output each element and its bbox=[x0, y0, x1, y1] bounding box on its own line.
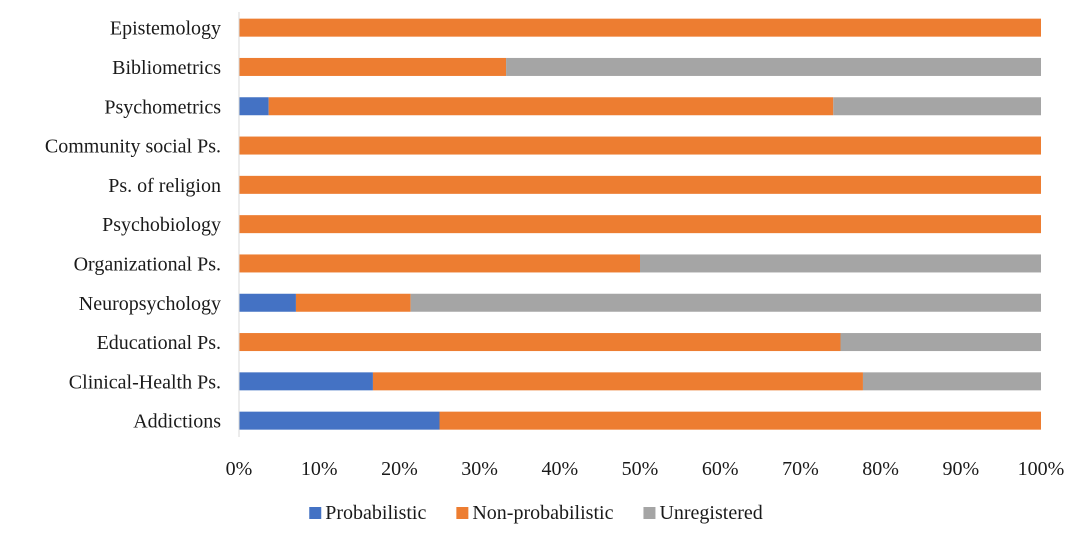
x-tick-label: 60% bbox=[702, 458, 739, 480]
bar-segment-unregistered-9 bbox=[862, 372, 1041, 391]
category-label: Addictions bbox=[133, 411, 221, 433]
bar-segment-non-probabilistic-7 bbox=[295, 293, 411, 312]
legend-swatch-non-probabilistic bbox=[456, 507, 469, 519]
category-label: Bibliometrics bbox=[112, 57, 221, 79]
x-tick-label: 100% bbox=[1018, 458, 1065, 480]
category-label: Clinical-Health Ps. bbox=[69, 371, 221, 393]
legend-label: Probabilistic bbox=[325, 502, 426, 524]
x-tick-label: 50% bbox=[622, 458, 659, 480]
bar-segment-non-probabilistic-5 bbox=[239, 215, 1041, 234]
bar-segment-non-probabilistic-1 bbox=[239, 57, 507, 76]
legend: Probabilistic Non-probabilistic Unregister… bbox=[309, 502, 763, 524]
bar-segment-probabilistic-9 bbox=[239, 372, 373, 391]
x-tick-label: 90% bbox=[942, 458, 979, 480]
legend-label: Non-probabilistic bbox=[472, 502, 613, 524]
x-tick-label: 30% bbox=[461, 458, 498, 480]
category-label: Ps. of religion bbox=[108, 175, 221, 197]
bar-segment-probabilistic-7 bbox=[239, 293, 296, 312]
x-tick-labels: 0% 10% 20% 30% 40% 50% 60% 70% 80% 90% 100% bbox=[226, 458, 1065, 480]
category-label: Psychobiology bbox=[102, 214, 221, 236]
legend-label: Unregistered bbox=[659, 502, 762, 524]
bar-segment-probabilistic-2 bbox=[239, 97, 269, 116]
bars-layer bbox=[239, 18, 1041, 430]
bar-segment-non-probabilistic-10 bbox=[439, 411, 1041, 430]
bar-segment-non-probabilistic-6 bbox=[239, 254, 640, 273]
bar-segment-unregistered-6 bbox=[640, 254, 1041, 273]
category-label: Epistemology bbox=[110, 18, 221, 40]
x-tick-label: 40% bbox=[541, 458, 578, 480]
category-label: Organizational Ps. bbox=[74, 253, 221, 275]
bar-segment-unregistered-1 bbox=[506, 57, 1041, 76]
x-tick-label: 70% bbox=[782, 458, 819, 480]
bar-segment-non-probabilistic-0 bbox=[239, 18, 1041, 37]
x-tick-label: 80% bbox=[862, 458, 899, 480]
x-tick-label: 0% bbox=[226, 458, 253, 480]
bar-segment-unregistered-2 bbox=[833, 97, 1041, 116]
x-tick-label: 10% bbox=[301, 458, 338, 480]
bar-segment-non-probabilistic-2 bbox=[268, 97, 834, 116]
bar-segment-non-probabilistic-8 bbox=[239, 333, 841, 352]
category-label: Neuropsychology bbox=[79, 293, 221, 315]
category-label: Community social Ps. bbox=[45, 136, 221, 158]
x-tick-label: 20% bbox=[381, 458, 418, 480]
bar-segment-non-probabilistic-3 bbox=[239, 136, 1041, 155]
bar-segment-non-probabilistic-4 bbox=[239, 175, 1041, 194]
bar-segment-unregistered-7 bbox=[410, 293, 1041, 312]
category-label: Psychometrics bbox=[104, 96, 221, 118]
category-label: Educational Ps. bbox=[97, 332, 221, 354]
legend-swatch-probabilistic bbox=[309, 507, 322, 519]
bar-segment-probabilistic-10 bbox=[239, 411, 440, 430]
bar-segment-unregistered-8 bbox=[840, 333, 1041, 352]
legend-swatch-unregistered bbox=[643, 507, 656, 519]
bar-segment-non-probabilistic-9 bbox=[372, 372, 863, 391]
category-labels: Epistemology Bibliometrics Psychometrics Co… bbox=[45, 18, 221, 433]
